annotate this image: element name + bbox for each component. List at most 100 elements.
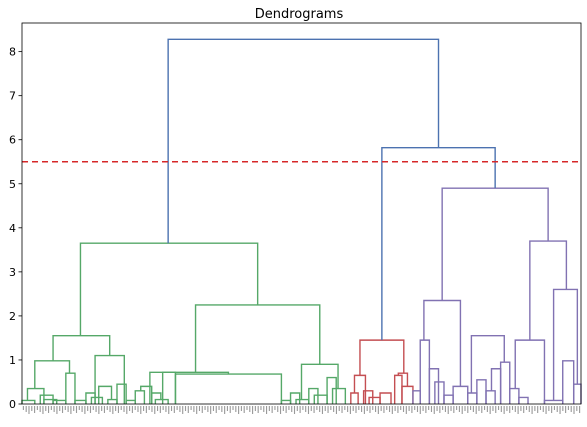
leaf-label-11 xyxy=(53,406,55,412)
dendrogram-link-4 xyxy=(52,399,67,404)
dendrogram-link-18 xyxy=(151,392,162,404)
leaf-label-197 xyxy=(573,406,575,414)
dendrogram-link-60 xyxy=(572,383,582,404)
leaf-label-190 xyxy=(553,406,556,410)
leaf-label-176 xyxy=(514,406,516,412)
leaf-label-128 xyxy=(380,406,382,411)
leaf-label-100 xyxy=(302,406,304,410)
dendrogram-link-12 xyxy=(116,383,127,404)
dendrogram-link-48 xyxy=(467,392,478,404)
leaf-label-63 xyxy=(198,406,201,411)
leaf-label-179 xyxy=(523,406,525,413)
leaf-label-48 xyxy=(157,406,159,411)
dendrogram-link-50 xyxy=(476,379,487,404)
leaf-label-181 xyxy=(528,406,530,412)
dendrogram-link-45 xyxy=(434,381,445,404)
leaf-label-111 xyxy=(333,406,335,412)
leaf-label-61 xyxy=(193,406,195,412)
leaf-label-97 xyxy=(293,406,296,414)
y-tick-label-6: 6 xyxy=(9,134,16,147)
dendrogram-link-39 xyxy=(401,385,414,404)
leaf-label-92 xyxy=(279,406,282,414)
leaf-label-173 xyxy=(506,406,508,411)
leaf-label-188 xyxy=(548,406,550,411)
leaf-label-52 xyxy=(168,406,170,414)
y-tick-label-3: 3 xyxy=(9,266,16,279)
dendrogram-link-42 xyxy=(412,390,421,404)
dendrogram-link-55 xyxy=(509,387,520,404)
dendrogram-link-28 xyxy=(326,376,337,404)
leaf-label-38 xyxy=(129,406,131,411)
leaf-label-84 xyxy=(257,406,259,413)
leaf-label-145 xyxy=(428,406,430,410)
leaf-label-12 xyxy=(56,406,58,414)
dendrogram-link-51 xyxy=(485,390,496,404)
dendrogram-link-57 xyxy=(514,339,546,404)
dendrogram-link-8 xyxy=(85,392,96,404)
leaf-label-59 xyxy=(187,406,189,413)
leaf-label-152 xyxy=(447,406,449,414)
dendrogram-link-59 xyxy=(562,360,575,404)
leaf-label-139 xyxy=(411,406,413,413)
leaf-label-180 xyxy=(525,406,528,410)
leaf-label-191 xyxy=(556,406,558,412)
leaf-label-99 xyxy=(299,406,301,413)
leaf-label-85 xyxy=(260,406,262,410)
dendrogram-link-29 xyxy=(331,387,347,404)
leaf-label-56 xyxy=(179,406,181,412)
leaf-label-192 xyxy=(559,406,561,414)
y-tick-label-1: 1 xyxy=(9,354,16,367)
leaf-label-0 xyxy=(22,406,24,410)
leaf-label-70 xyxy=(218,406,220,410)
leaf-label-106 xyxy=(319,406,321,412)
dendrogram-link-58 xyxy=(543,399,564,404)
dendrogram-link-1 xyxy=(26,387,45,404)
leaf-label-178 xyxy=(520,406,522,411)
y-tick-label-5: 5 xyxy=(9,178,16,191)
leaf-label-149 xyxy=(439,406,441,413)
leaf-label-80 xyxy=(246,406,248,410)
leaf-label-33 xyxy=(115,406,117,411)
leaf-label-21 xyxy=(81,406,83,412)
leaf-label-166 xyxy=(486,406,488,412)
leaf-label-164 xyxy=(481,406,483,413)
leaf-label-53 xyxy=(170,406,173,411)
leaf-label-158 xyxy=(464,406,466,411)
leaf-label-55 xyxy=(176,406,178,410)
y-tick-label-8: 8 xyxy=(9,46,16,59)
leaf-label-165 xyxy=(484,406,486,410)
leaf-label-34 xyxy=(117,406,119,413)
leaf-label-91 xyxy=(277,406,279,412)
leaf-label-10 xyxy=(50,406,52,410)
leaf-label-198 xyxy=(576,406,578,411)
dendrogram-link-46 xyxy=(443,394,454,404)
leaf-label-183 xyxy=(534,406,536,411)
leaf-label-6 xyxy=(39,406,41,412)
dendrogram-link-22 xyxy=(161,371,230,404)
leaf-label-107 xyxy=(321,406,324,414)
leaf-label-77 xyxy=(238,406,240,414)
leaf-label-125 xyxy=(372,406,374,410)
leaf-label-7 xyxy=(42,406,44,414)
leaf-label-182 xyxy=(531,406,533,414)
leaf-label-177 xyxy=(517,406,519,414)
leaf-label-95 xyxy=(288,406,290,410)
leaf-label-109 xyxy=(327,406,329,413)
leaf-label-102 xyxy=(307,406,310,414)
dendrogram-link-3 xyxy=(43,398,58,404)
dendrogram-links xyxy=(21,38,582,404)
dendrogram-link-47 xyxy=(452,385,469,404)
dendrogram-link-16 xyxy=(134,390,146,404)
leaf-label-110 xyxy=(330,406,332,410)
dendrogram-link-44 xyxy=(428,368,440,404)
leaf-label-155 xyxy=(456,406,458,410)
dendrogram-link-38 xyxy=(393,374,403,404)
leaf-label-82 xyxy=(252,406,254,414)
leaf-label-169 xyxy=(495,406,497,413)
y-axis: 0 1 2 3 4 5 6 7 8 xyxy=(9,46,22,411)
leaf-label-105 xyxy=(316,406,318,410)
dendrogram-link-41 xyxy=(359,339,405,376)
leaf-label-57 xyxy=(182,406,184,414)
leaf-label-185 xyxy=(539,406,542,410)
